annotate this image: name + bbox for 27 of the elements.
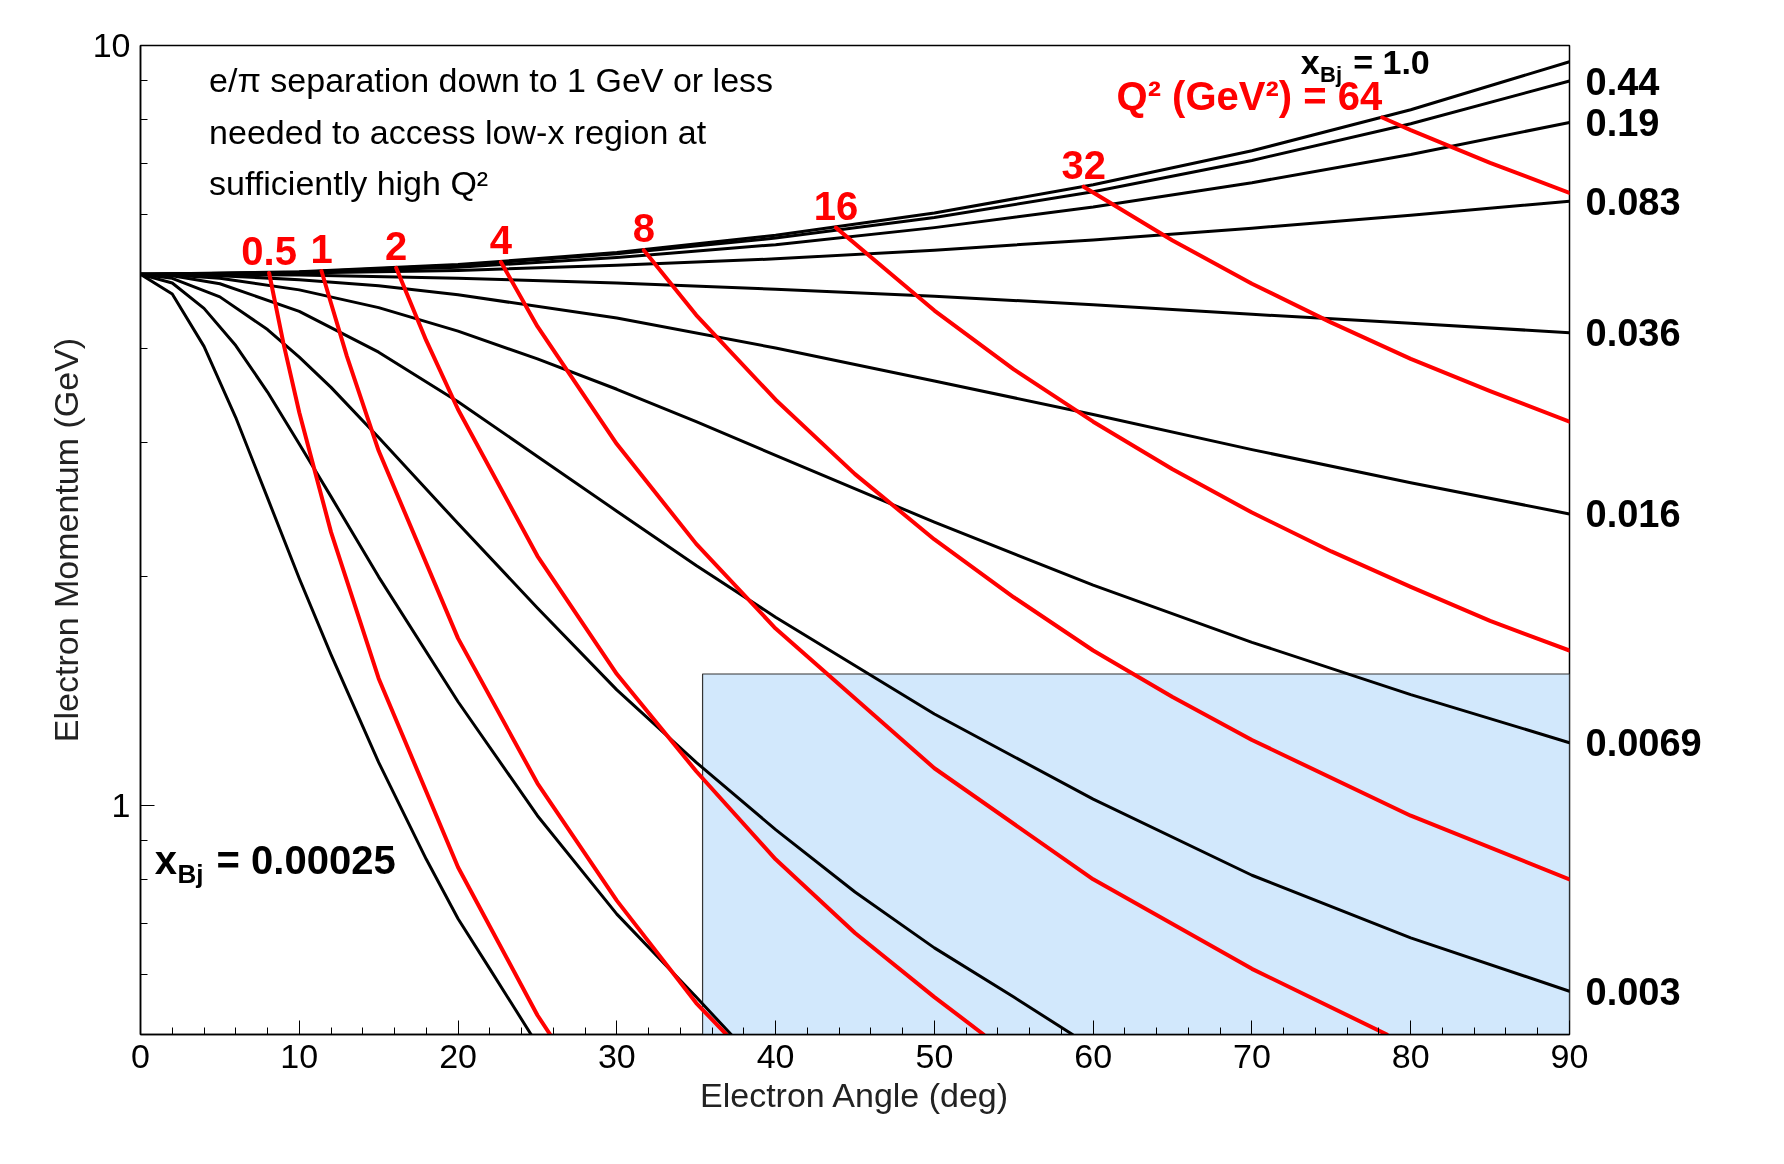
x-tick-label: 70 [1233, 1036, 1271, 1075]
series-label: 0.19 [1585, 101, 1660, 144]
series-label: 0.0069 [1585, 722, 1702, 765]
series-label: 2 [385, 223, 408, 268]
x-tick-label: 20 [439, 1036, 477, 1075]
series-label: 0.083 [1585, 180, 1681, 223]
series-label: 0.003 [1585, 970, 1681, 1013]
x-tick-label: 40 [756, 1036, 795, 1075]
x-tick-label: 0 [131, 1036, 150, 1075]
y-axis-title: Electron Momentum (GeV) [46, 337, 85, 743]
x-tick-label: 80 [1391, 1036, 1430, 1075]
series-label: 0.036 [1585, 312, 1681, 355]
x-tick-label: 60 [1074, 1036, 1113, 1075]
series-label: 4 [489, 218, 513, 263]
x-tick-label: 30 [597, 1036, 636, 1075]
x-tick-label: 90 [1550, 1036, 1589, 1075]
series-label: 0.5 [241, 229, 297, 274]
series-label: 1 [310, 227, 333, 272]
x-tick-label: 50 [915, 1036, 954, 1075]
series-label: 0.016 [1585, 493, 1681, 536]
series-label: 32 [1061, 142, 1106, 187]
series-label: 16 [813, 183, 859, 228]
x-tick-label: 10 [280, 1036, 319, 1075]
series-label: 8 [632, 206, 655, 251]
series-label: 0.44 [1585, 60, 1660, 103]
x-axis-title: Electron Angle (deg) [700, 1075, 1009, 1114]
annotation: e/π separation down to 1 GeV or less needed to access low-x region at sufficiently high Q² [209, 61, 774, 202]
